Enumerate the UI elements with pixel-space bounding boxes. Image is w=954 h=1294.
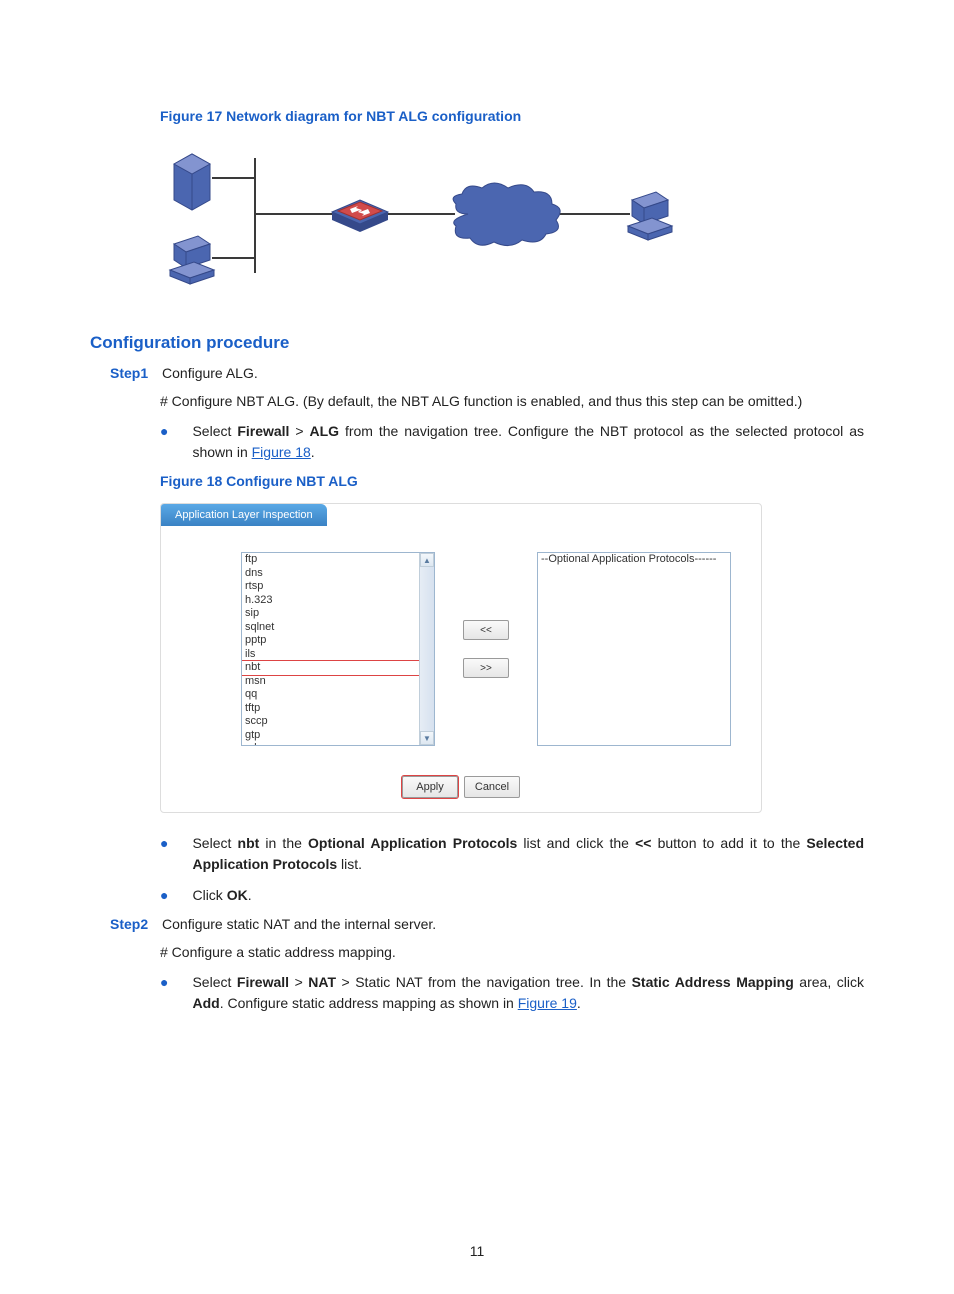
hash-line-2: # Configure a static address mapping. [160,944,864,960]
text: list. [337,856,362,872]
alg-panel: Application Layer Inspection ftpdnsrtsph… [160,503,762,813]
text: . [311,444,315,460]
listbox-item[interactable]: pptp [242,634,419,648]
listbox-item[interactable]: qq [242,688,419,702]
bullet-dot-icon: ● [160,421,168,463]
bullet-dot-icon: ● [160,885,168,906]
text: > [289,423,309,439]
text: from the navigation tree. In the [422,974,631,990]
figure18-caption: Figure 18 Configure NBT ALG [160,473,864,489]
cancel-button[interactable]: Cancel [464,776,520,798]
section-heading-config: Configuration procedure [90,333,864,353]
figure17-diagram [160,138,690,303]
step1-label: Step1 [110,365,148,381]
listbox-item[interactable]: dns [242,567,419,581]
listbox-item[interactable]: ftp [242,553,419,567]
move-left-button[interactable]: << [463,620,509,640]
listbox-item[interactable]: rtsp [242,580,419,594]
link-figure19[interactable]: Figure 19 [518,995,577,1011]
step2-text: Configure static NAT and the internal se… [162,916,436,932]
text: Select [192,835,237,851]
text: > [289,974,308,990]
text-bold: << [635,835,651,851]
listbox-item[interactable]: sccp [242,715,419,729]
right-listbox[interactable]: --Optional Application Protocols------ [537,552,731,746]
scroll-up-icon[interactable]: ▲ [420,553,434,567]
alg-tab[interactable]: Application Layer Inspection [161,504,327,526]
bullet-item-2: ● Select nbt in the Optional Application… [160,833,864,875]
scrollbar[interactable]: ▲ ▼ [419,553,434,745]
bullet-dot-icon: ● [160,833,168,875]
listbox-item[interactable]: sqlnet [242,621,419,635]
figure17-caption: Figure 17 Network diagram for NBT ALG co… [160,108,864,124]
text: . [577,995,581,1011]
hash-line-1: # Configure NBT ALG. (By default, the NB… [160,393,864,409]
text-bold: Static Address Mapping [632,974,794,990]
listbox-item[interactable]: tftp [242,702,419,716]
listbox-item[interactable]: xdmcp [242,742,419,745]
text: in the [259,835,308,851]
text-bold: Firewall [237,974,289,990]
text-bold: Firewall [237,423,289,439]
apply-button[interactable]: Apply [402,776,458,798]
step2-line: Step2 Configure static NAT and the inter… [110,916,864,932]
step1-line: Step1 Configure ALG. [110,365,864,381]
text: Click [192,887,226,903]
bullet-dot-icon: ● [160,972,168,1014]
text: > [336,974,355,990]
text: Select [192,423,237,439]
page-number: 11 [0,1243,954,1259]
text: . [248,887,252,903]
link-figure18[interactable]: Figure 18 [252,444,311,460]
listbox-item[interactable]: ils [242,648,419,662]
bullet-item-1: ● Select Firewall > ALG from the navigat… [160,421,864,463]
text: Static NAT [355,974,422,990]
text-bold: nbt [238,835,260,851]
text-bold: ALG [309,423,339,439]
listbox-item[interactable]: h.323 [242,594,419,608]
text-bold: OK [227,887,248,903]
text: area, click [794,974,864,990]
scroll-down-icon[interactable]: ▼ [420,731,434,745]
step2-label: Step2 [110,916,148,932]
text-bold: Optional Application Protocols [308,835,517,851]
listbox-item[interactable]: sip [242,607,419,621]
text-bold: Add [192,995,219,1011]
step1-text: Configure ALG. [162,365,258,381]
listbox-item[interactable]: nbt [242,660,419,676]
text: list and click the [517,835,635,851]
text-bold: NAT [308,974,336,990]
move-right-button[interactable]: >> [463,658,509,678]
listbox-item[interactable]: gtp [242,729,419,743]
bullet-item-4: ● Select Firewall > NAT > Static NAT fro… [160,972,864,1014]
text: . Configure static address mapping as sh… [220,995,518,1011]
text: button to add it to the [651,835,806,851]
text: Select [192,974,236,990]
bullet-item-3: ● Click OK. [160,885,864,906]
listbox-placeholder: --Optional Application Protocols------ [538,553,730,567]
listbox-item[interactable]: msn [242,675,419,689]
left-listbox[interactable]: ftpdnsrtsph.323sipsqlnetpptpilsnbtmsnqqt… [241,552,435,746]
